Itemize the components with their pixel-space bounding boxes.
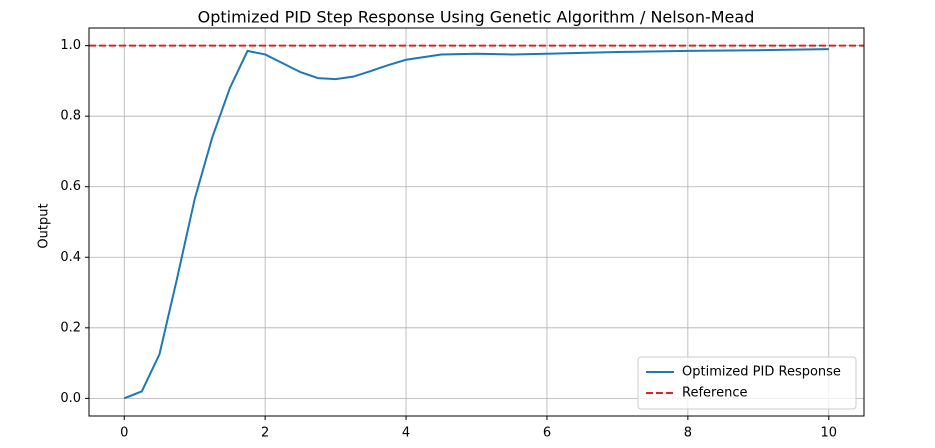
x-tick-label: 10 xyxy=(820,426,837,441)
legend-label: Reference xyxy=(682,386,747,401)
y-tick-label: 0.6 xyxy=(60,179,81,194)
y-tick-label: 0.8 xyxy=(60,109,81,124)
y-tick-label: 0.4 xyxy=(60,250,81,265)
y-axis-label: Output xyxy=(37,203,52,248)
y-tick-label: 1.0 xyxy=(60,38,81,53)
y-tick-label: 0.2 xyxy=(60,320,81,335)
x-tick-label: 8 xyxy=(684,426,692,441)
x-tick-label: 4 xyxy=(402,426,410,441)
x-tick-label: 2 xyxy=(261,426,269,441)
legend: Optimized PID Response Reference xyxy=(637,356,857,410)
y-tick-label: 0.0 xyxy=(60,391,81,406)
plot-frame xyxy=(88,27,865,417)
line-series xyxy=(123,48,829,400)
x-tick-label: 0 xyxy=(120,426,128,441)
chart-title: Optimized PID Step Response Using Geneti… xyxy=(198,8,755,27)
legend-label: Optimized PID Response xyxy=(682,365,841,380)
legend-box xyxy=(637,356,857,410)
x-tick-label: 6 xyxy=(543,426,551,441)
